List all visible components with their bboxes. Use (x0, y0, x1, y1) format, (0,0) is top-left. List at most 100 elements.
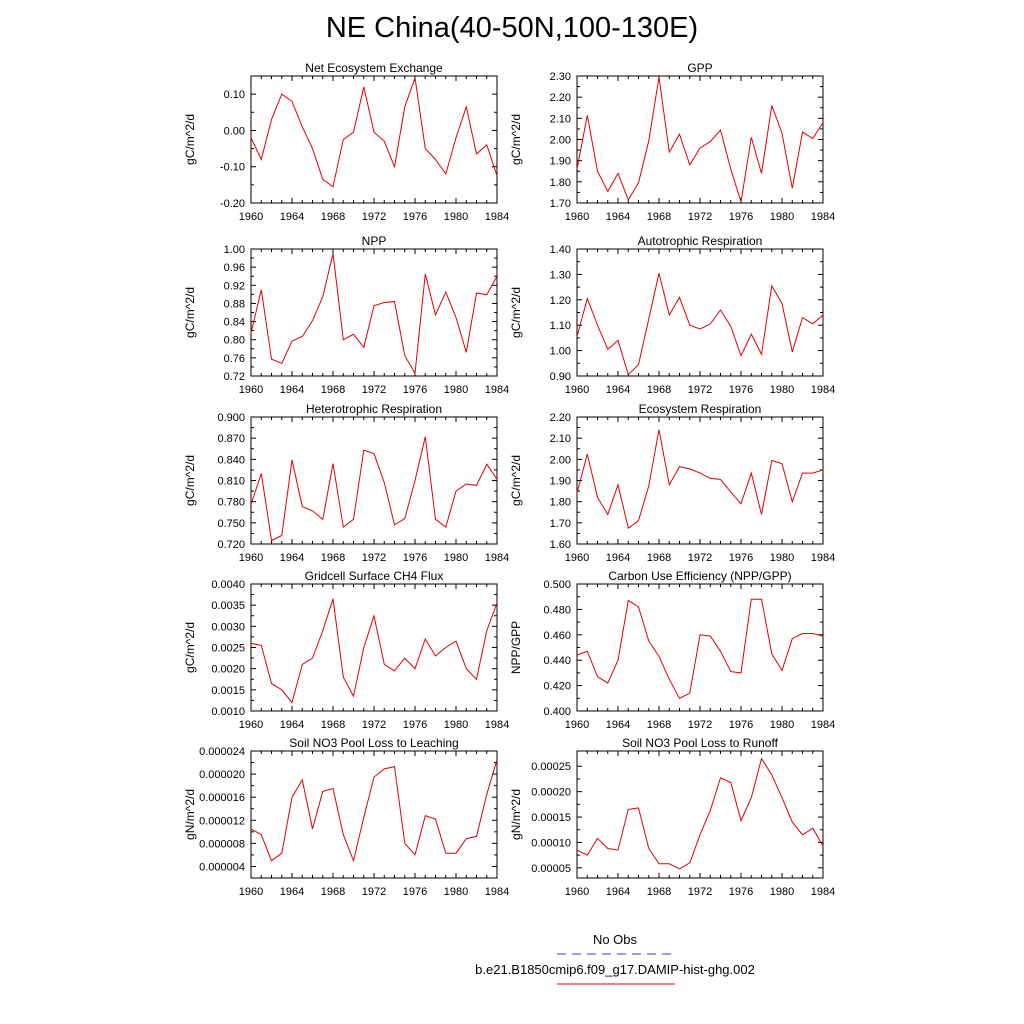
series-line-0 (250, 759, 498, 863)
y-tick-label: 0.0020 (211, 664, 245, 676)
y-tick-label: 0.0040 (211, 579, 245, 591)
y-tick-label: 0.720 (217, 539, 245, 551)
x-tick-label: 1960 (565, 886, 589, 898)
y-axis-label: gC/m^2/d (183, 287, 197, 338)
y-tick-label: 0.00005 (531, 863, 571, 875)
y-tick-label: 0.96 (224, 262, 245, 274)
y-axis-label: gN/m^2/d (183, 789, 197, 840)
y-tick-label: 0.780 (217, 497, 245, 509)
y-tick-label: 0.870 (217, 433, 245, 445)
panel-8: Soil NO3 Pool Loss to Leaching gN/m^2/d 19… (183, 736, 509, 898)
x-tick-label: 1960 (565, 384, 589, 396)
y-tick-label: 0.0010 (211, 706, 245, 718)
x-tick-label: 1960 (565, 552, 589, 564)
x-tick-label: 1968 (321, 384, 345, 396)
x-tick-label: 1964 (280, 384, 304, 396)
y-tick-label: 1.40 (550, 244, 571, 256)
x-tick-label: 1972 (688, 384, 712, 396)
x-tick-label: 1976 (729, 719, 753, 731)
x-tick-label: 1984 (485, 719, 509, 731)
panel-5: Ecosystem Respiration gC/m^2/d 1960 1964 196… (509, 402, 835, 564)
x-tick-label: 1964 (280, 719, 304, 731)
y-tick-label: 1.20 (550, 295, 571, 307)
x-tick-label: 1972 (362, 384, 386, 396)
x-tick-label: 1972 (362, 211, 386, 223)
y-tick-label: -0.10 (220, 162, 245, 174)
y-tick-label: 0.840 (217, 454, 245, 466)
x-tick-label: 1960 (565, 211, 589, 223)
y-tick-label: 1.70 (550, 518, 571, 530)
x-tick-label: 1984 (811, 886, 835, 898)
x-tick-label: 1976 (729, 211, 753, 223)
x-tick-label: 1972 (362, 719, 386, 731)
series-line-0 (250, 253, 498, 375)
y-tick-label: 0.00 (224, 125, 245, 137)
x-tick-label: 1960 (239, 552, 263, 564)
series-line-0 (576, 598, 824, 699)
x-tick-label: 1968 (647, 211, 671, 223)
y-tick-label: 0.90 (550, 371, 571, 383)
y-tick-label: 1.10 (550, 320, 571, 332)
x-tick-label: 1972 (688, 211, 712, 223)
series-line-0 (250, 77, 498, 188)
panel-1: GPP gC/m^2/d 1960 1964 1968 1972 1976 1980 1984 1… (509, 61, 835, 223)
y-tick-label: 0.000004 (199, 861, 245, 873)
x-tick-label: 1984 (485, 552, 509, 564)
series-line-0 (576, 429, 824, 529)
y-tick-label: 0.440 (543, 655, 571, 667)
x-tick-label: 1980 (770, 886, 794, 898)
y-tick-label: 2.00 (550, 454, 571, 466)
x-tick-label: 1964 (606, 552, 630, 564)
series-line-0 (576, 77, 824, 203)
x-tick-label: 1968 (647, 552, 671, 564)
panel-6: Gridcell Surface CH4 Flux gC/m^2/d 1960 196… (183, 569, 509, 731)
y-tick-label: 0.900 (217, 412, 245, 424)
x-tick-label: 1980 (444, 384, 468, 396)
panel-title: NPP (362, 234, 387, 248)
panel-title: Soil NO3 Pool Loss to Leaching (289, 736, 458, 750)
y-tick-label: 0.00015 (531, 812, 571, 824)
panel-title: Carbon Use Efficiency (NPP/GPP) (608, 569, 791, 583)
series-line-0 (576, 272, 824, 376)
x-tick-label: 1972 (688, 886, 712, 898)
y-tick-label: 1.60 (550, 539, 571, 551)
x-tick-label: 1984 (485, 211, 509, 223)
plot-frame (576, 75, 824, 204)
panel-7: Carbon Use Efficiency (NPP/GPP) NPP/GPP 19… (509, 569, 835, 731)
y-tick-label: 0.76 (224, 353, 245, 365)
y-tick-label: 0.000012 (199, 815, 245, 827)
y-tick-label: 0.480 (543, 604, 571, 616)
y-tick-label: 2.10 (550, 433, 571, 445)
x-tick-label: 1968 (321, 886, 345, 898)
y-tick-label: 0.00020 (531, 787, 571, 799)
x-tick-label: 1964 (280, 552, 304, 564)
y-axis-label: gC/m^2/d (183, 455, 197, 506)
y-tick-label: 0.00010 (531, 837, 571, 849)
x-tick-label: 1964 (606, 886, 630, 898)
y-tick-label: 0.000024 (199, 746, 245, 758)
x-tick-label: 1976 (403, 211, 427, 223)
legend-label-obs: No Obs (592, 932, 638, 947)
x-tick-label: 1980 (444, 552, 468, 564)
y-axis-label: NPP/GPP (509, 621, 523, 674)
panel-title: Net Ecosystem Exchange (305, 61, 443, 75)
x-tick-label: 1980 (770, 719, 794, 731)
y-tick-label: 0.0025 (211, 643, 245, 655)
y-tick-label: 2.10 (550, 113, 571, 125)
y-tick-label: 1.80 (550, 177, 571, 189)
x-tick-label: 1976 (403, 886, 427, 898)
x-tick-label: 1972 (688, 552, 712, 564)
x-tick-label: 1976 (729, 886, 753, 898)
y-tick-label: 0.000008 (199, 838, 245, 850)
x-tick-label: 1964 (606, 211, 630, 223)
y-tick-label: 0.0035 (211, 600, 245, 612)
x-tick-label: 1980 (444, 719, 468, 731)
series-line-0 (250, 598, 498, 704)
y-tick-label: 0.88 (224, 298, 245, 310)
x-tick-label: 1964 (606, 719, 630, 731)
y-tick-label: 0.420 (543, 681, 571, 693)
y-tick-label: 1.90 (550, 476, 571, 488)
y-tick-label: 0.000016 (199, 792, 245, 804)
x-tick-label: 1980 (770, 384, 794, 396)
x-tick-label: 1968 (321, 211, 345, 223)
